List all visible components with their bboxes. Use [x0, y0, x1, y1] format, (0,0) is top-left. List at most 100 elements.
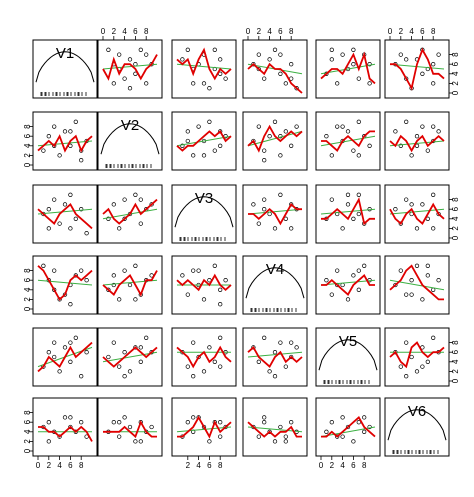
tick-label: 2	[330, 461, 335, 470]
data-point	[398, 52, 403, 57]
data-point	[212, 47, 217, 52]
tick-label: 8	[451, 340, 460, 345]
panel-V6-V1	[32, 397, 98, 457]
data-point	[207, 439, 212, 444]
data-point	[68, 302, 73, 307]
smooth-line	[320, 51, 376, 85]
data-point	[122, 350, 127, 355]
data-point	[356, 119, 361, 124]
data-point	[41, 148, 46, 153]
data-point	[351, 62, 356, 67]
panel-frame	[315, 327, 381, 387]
data-point	[133, 439, 138, 444]
data-point	[185, 138, 190, 144]
data-point	[62, 129, 68, 134]
panel-V1-V2	[97, 39, 163, 99]
data-point	[278, 153, 283, 158]
panel-frame	[97, 327, 163, 387]
data-point	[262, 207, 267, 212]
data-point	[414, 369, 420, 374]
data-point	[256, 359, 261, 364]
data-point	[262, 148, 267, 153]
tick-label: 2	[23, 439, 32, 444]
data-point	[431, 62, 436, 67]
data-point	[329, 153, 334, 158]
data-point	[351, 439, 356, 444]
data-point	[133, 62, 138, 67]
data-point	[431, 192, 436, 197]
tick-label: 4	[196, 461, 201, 470]
panel-frame	[32, 327, 98, 387]
data-point	[218, 57, 223, 62]
data-point	[362, 415, 367, 420]
panel-V2-V6	[384, 111, 450, 171]
data-point	[272, 47, 278, 52]
panel-frame	[384, 184, 450, 244]
data-point	[356, 153, 361, 158]
panel-frame	[315, 111, 381, 171]
data-point	[201, 153, 207, 158]
panel-V3-V6	[384, 184, 450, 244]
data-point	[111, 273, 116, 278]
panel-frame	[384, 255, 450, 315]
data-point	[431, 138, 436, 144]
panel-V5-V1	[32, 327, 98, 387]
data-point	[431, 81, 436, 86]
data-point	[278, 52, 283, 57]
panel-frame	[97, 111, 163, 171]
smooth-line	[247, 345, 303, 369]
data-point	[262, 158, 267, 163]
panel-V3-V5	[315, 184, 381, 244]
variable-label: V5	[339, 333, 357, 350]
panel-V3-V2	[97, 184, 163, 244]
panel-V2-V3	[171, 111, 237, 171]
data-point	[68, 129, 73, 134]
data-point	[46, 420, 51, 425]
data-point	[272, 374, 278, 379]
linear-fit-line	[176, 135, 232, 147]
data-point	[138, 221, 143, 226]
data-point	[272, 119, 278, 124]
panel-frame	[97, 184, 163, 244]
data-point	[149, 350, 154, 355]
panel-V5-V3	[171, 327, 237, 387]
data-point	[144, 335, 149, 340]
data-point	[84, 278, 89, 283]
data-point	[340, 415, 345, 420]
data-point	[133, 263, 138, 268]
panel-V6-V5	[315, 397, 381, 457]
panel-V4-V5	[315, 255, 381, 315]
data-point	[329, 197, 334, 202]
panel-V3-V3: V3	[171, 184, 237, 244]
data-point	[267, 57, 272, 62]
variable-label: V1	[56, 45, 74, 62]
data-point	[345, 129, 351, 134]
panel-V5-V4	[242, 327, 308, 387]
tick-label: 0	[451, 378, 460, 383]
tick-label: 2	[451, 369, 460, 374]
data-point	[212, 359, 217, 364]
panel-V2-V2: V2	[97, 111, 163, 171]
panel-frame	[315, 397, 381, 457]
data-point	[57, 221, 62, 226]
data-point	[57, 434, 62, 439]
data-point	[425, 273, 430, 278]
data-point	[393, 207, 398, 212]
data-point	[138, 359, 143, 364]
data-point	[409, 153, 414, 158]
data-point	[207, 119, 212, 124]
data-point	[62, 415, 68, 420]
density-curve	[174, 196, 234, 228]
data-point	[420, 364, 425, 369]
data-point	[351, 47, 356, 52]
data-point	[404, 57, 409, 62]
data-point	[191, 340, 196, 345]
panel-frame	[384, 327, 450, 387]
data-point	[106, 354, 111, 360]
data-point	[79, 158, 84, 163]
data-point	[122, 268, 127, 273]
tick-label: 8	[431, 27, 436, 36]
tick-label: 4	[267, 27, 272, 36]
data-point	[436, 278, 441, 283]
data-point	[191, 415, 196, 420]
